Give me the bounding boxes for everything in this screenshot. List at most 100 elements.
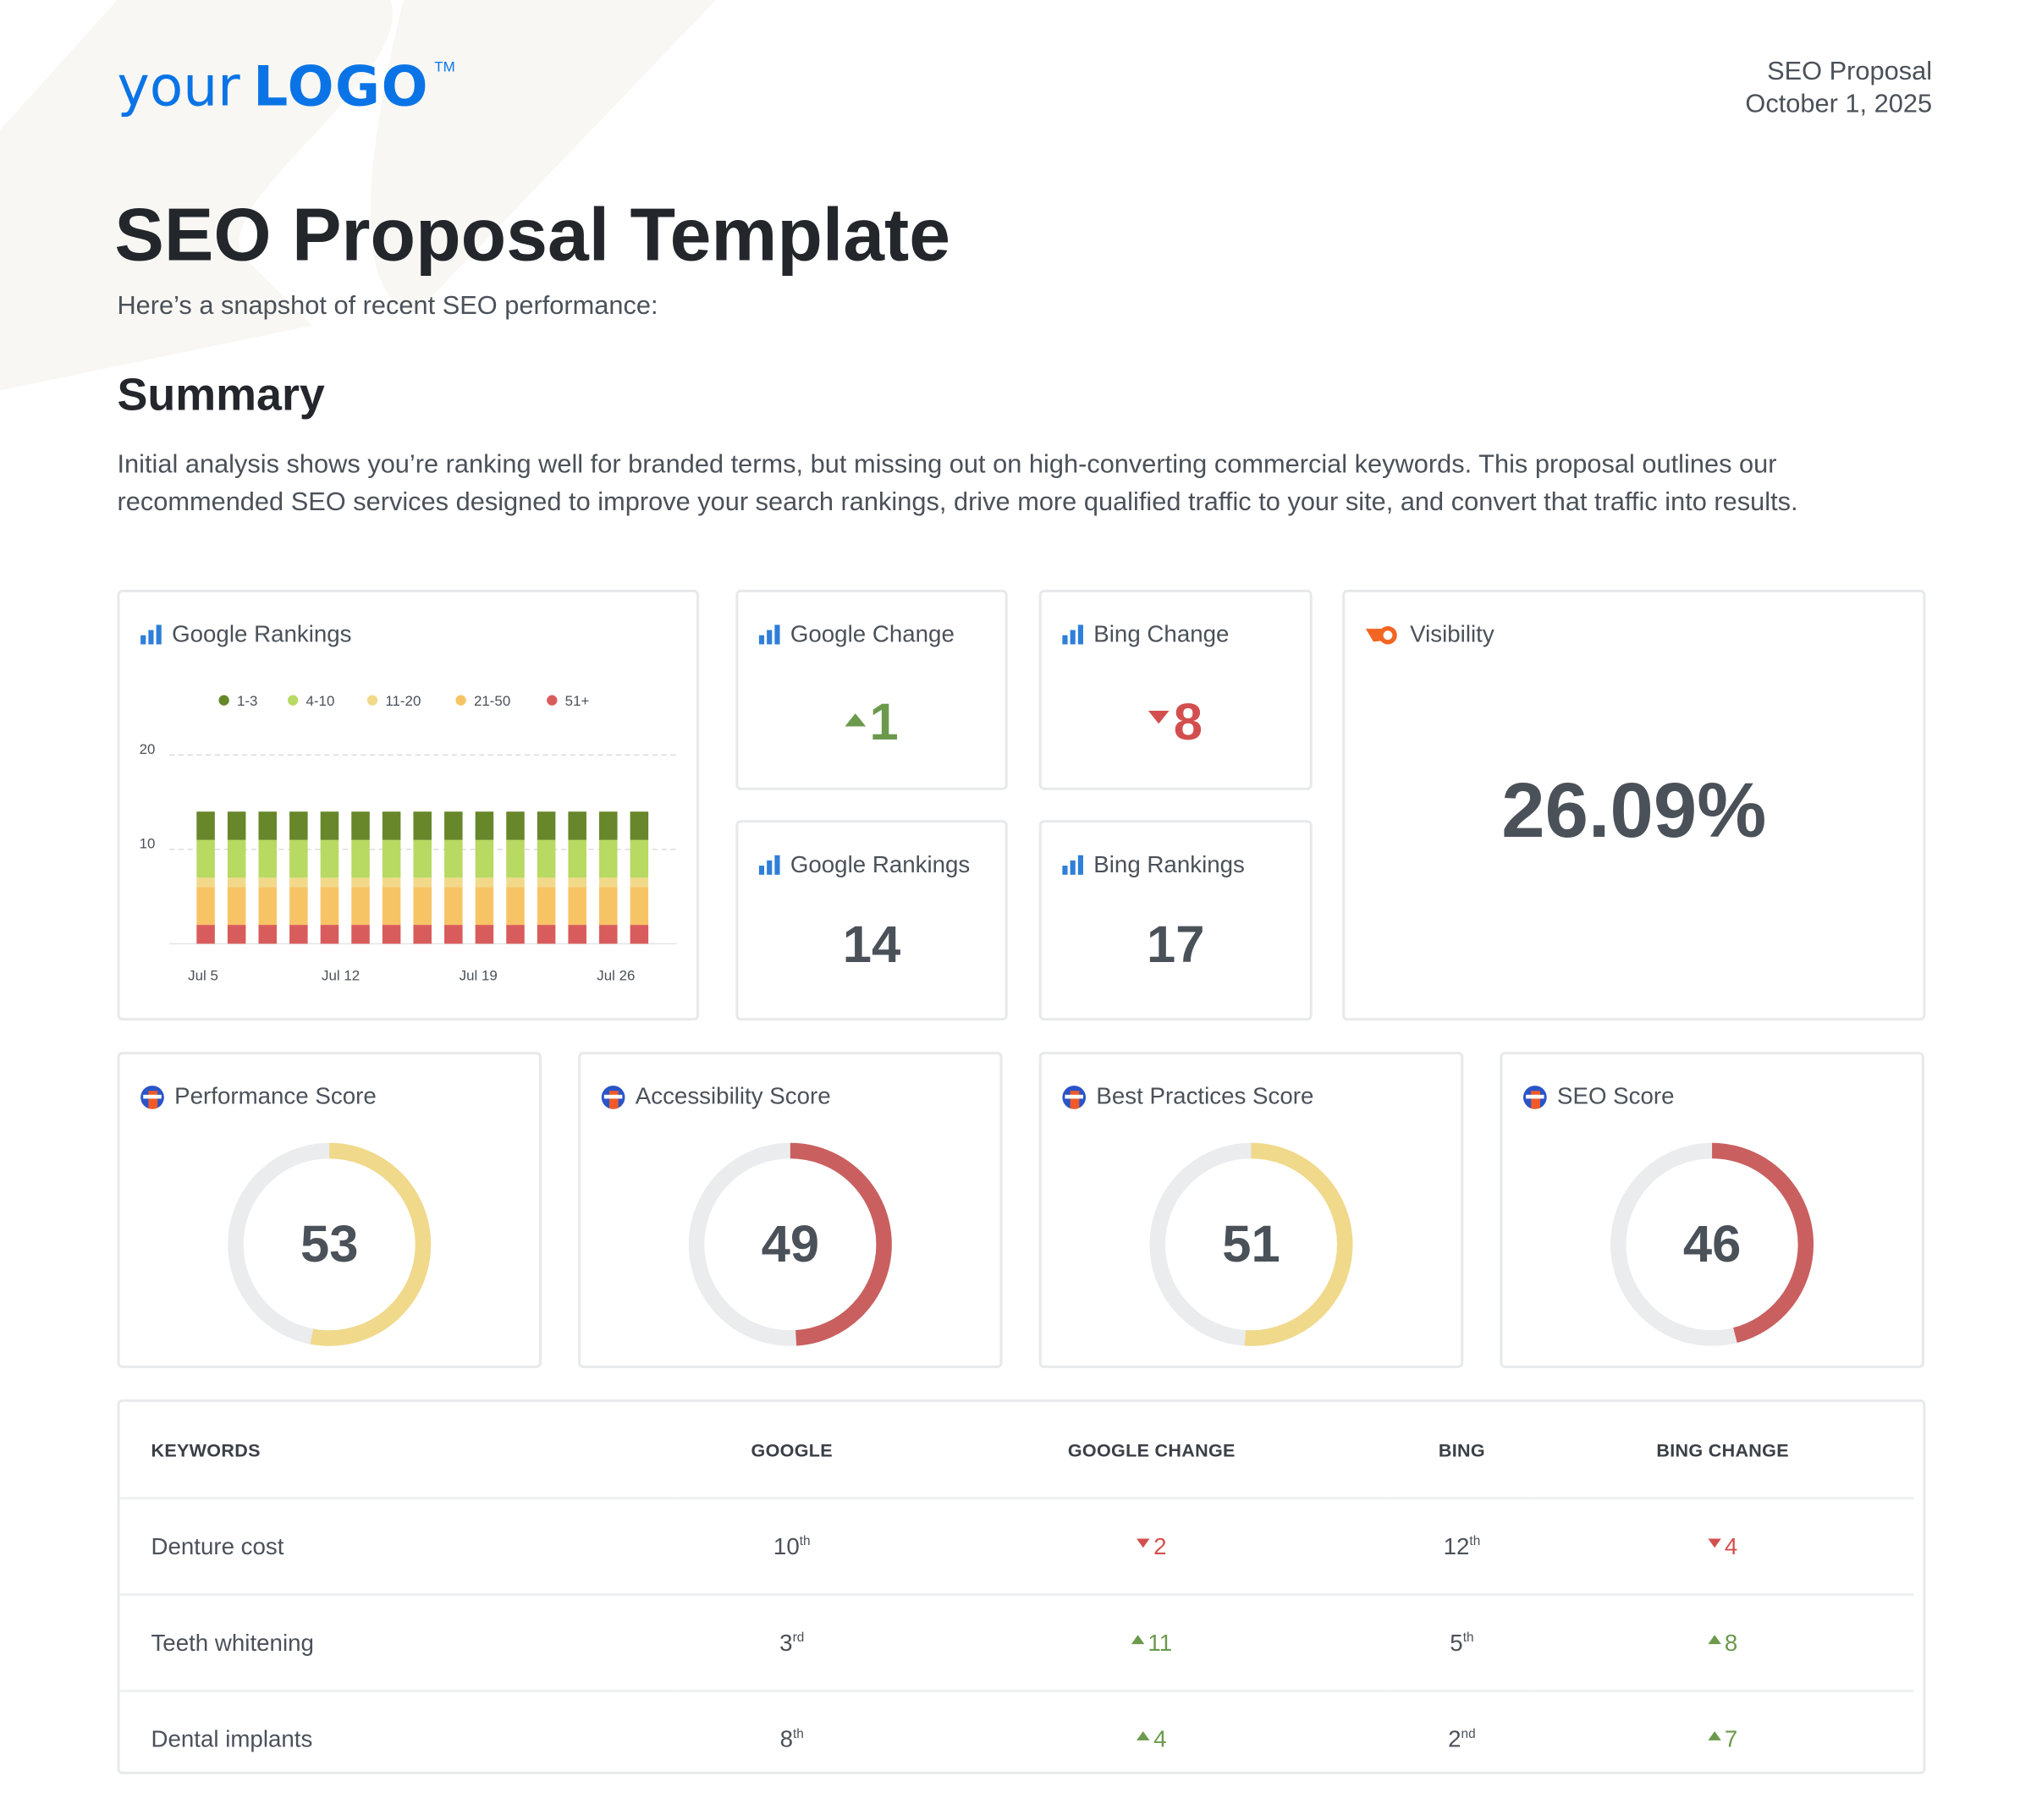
bar-segment-51+ — [537, 925, 556, 944]
bar-segment-21-50 — [537, 887, 556, 926]
google-rankings-value: 14 — [842, 916, 901, 974]
bar-segment-4-10 — [258, 839, 278, 878]
legend-marker — [547, 695, 558, 706]
lighthouse-icon — [601, 1085, 625, 1108]
bar-segment-21-50 — [506, 887, 525, 926]
change-value: 7 — [1724, 1725, 1738, 1751]
rank-suffix: th — [799, 1534, 811, 1548]
logo-text-small: your — [117, 54, 240, 118]
visibility-value: 26.09% — [1501, 767, 1767, 855]
background-swoosh — [0, 0, 717, 391]
value: 8 — [1173, 693, 1203, 751]
bar-segment-11-20 — [289, 877, 308, 888]
bar-segment-51+ — [630, 925, 649, 944]
bar-segment-21-50 — [258, 887, 278, 926]
bar-segment-51+ — [196, 925, 215, 944]
score-gauge — [1610, 1142, 1814, 1346]
y-tick-label: 20 — [140, 741, 156, 757]
card-title: Performance Score — [174, 1082, 377, 1109]
table-row: Teeth whitening 3rd 11 5th 8 — [119, 1593, 1914, 1691]
change-value: 4 — [1724, 1532, 1738, 1559]
legend-label: 51+ — [565, 693, 590, 709]
summary-heading: Summary — [117, 369, 325, 421]
bing-rank-cell: 12th — [1392, 1497, 1532, 1595]
google-rankings-chart-card: Google Rankings 1-3 4-10 11-20 21-50 51+ 10 20… — [117, 589, 700, 1021]
rank: 8 — [779, 1725, 794, 1751]
bing-rankings-value: 17 — [1146, 916, 1205, 974]
card-title: Google Rankings — [172, 620, 352, 647]
bar-segment-51+ — [413, 925, 432, 944]
document-meta: SEO Proposal October 1, 2025 — [1745, 56, 1932, 121]
bar-segment-21-50 — [630, 887, 649, 926]
bar-segment-21-50 — [413, 887, 432, 926]
score-value: 46 — [1682, 1215, 1742, 1273]
bar-segment-1-3 — [413, 811, 432, 840]
legend-label: 21-50 — [474, 693, 510, 709]
bar-segment-11-20 — [506, 877, 525, 888]
keyword-cell: Teeth whitening — [119, 1593, 673, 1691]
bar-segment-11-20 — [382, 877, 401, 888]
bar-segment-4-10 — [320, 839, 339, 878]
google-rankings-chart: 1-3 4-10 11-20 21-50 51+ 10 20 Jul 5 Jul 12 Jul 1… — [140, 693, 677, 983]
card-title: Best Practices Score — [1096, 1082, 1314, 1109]
score-card: SEO Score 46 — [1500, 1052, 1924, 1368]
gauge-fill — [1610, 1142, 1814, 1346]
bar-segment-21-50 — [320, 887, 339, 926]
bar-segment-1-3 — [320, 811, 339, 840]
bar-segment-51+ — [568, 925, 586, 944]
rank-suffix: nd — [1461, 1726, 1476, 1741]
legend-marker — [287, 695, 299, 706]
y-tick-label: 10 — [140, 835, 156, 851]
arrow-up-icon — [1707, 1731, 1721, 1741]
rank-suffix: rd — [792, 1630, 805, 1645]
bar-segment-4-10 — [382, 839, 401, 878]
bar-segment-4-10 — [475, 839, 494, 878]
bar-segment-51+ — [506, 925, 525, 944]
bar-segment-21-50 — [351, 887, 370, 926]
bing-change-value: 8 — [1042, 694, 1310, 752]
rank: 2 — [1448, 1725, 1461, 1751]
rank-suffix: th — [793, 1726, 804, 1741]
page-subtitle: Here’s a snapshot of recent SEO performa… — [117, 291, 658, 321]
bar-chart-icon — [758, 855, 780, 875]
score-gauge — [688, 1142, 892, 1346]
legend-marker — [366, 695, 378, 706]
rank: 3 — [779, 1629, 793, 1656]
bar-segment-1-3 — [258, 811, 278, 840]
rank-suffix: th — [1462, 1630, 1474, 1645]
bar-segment-1-3 — [537, 811, 556, 840]
gauge-fill — [1149, 1142, 1353, 1346]
bar-segment-21-50 — [599, 887, 618, 926]
column-header-keywords: KEYWORDS — [151, 1438, 261, 1460]
arrow-down-icon — [1148, 711, 1170, 725]
card-title: SEO Score — [1556, 1082, 1675, 1109]
column-header-bing-change: BING CHANGE — [1656, 1438, 1789, 1460]
google-change-value: 1 — [738, 694, 1004, 752]
keyword-cell: Denture cost — [119, 1497, 673, 1595]
semrush-icon — [1365, 625, 1397, 644]
card-header: Google Rankings — [140, 620, 352, 648]
bing-rankings-card: Bing Rankings 17 — [1038, 820, 1313, 1021]
rank: 5 — [1450, 1629, 1463, 1656]
score-card: Best Practices Score 51 — [1038, 1052, 1464, 1368]
bar-segment-4-10 — [351, 839, 370, 878]
bar-segment-4-10 — [413, 839, 432, 878]
bar-segment-21-50 — [475, 887, 494, 926]
column-header-google-change: GOOGLE CHANGE — [1067, 1438, 1236, 1460]
score-gauge — [1149, 1142, 1353, 1346]
arrow-up-icon — [1707, 1635, 1721, 1645]
card-title: Bing Rankings — [1093, 851, 1245, 877]
arrow-up-icon — [1137, 1731, 1150, 1741]
rank: 10 — [773, 1532, 800, 1559]
bar-segment-51+ — [320, 925, 339, 944]
card-title: Google Rankings — [790, 851, 971, 877]
arrow-up-icon — [1131, 1635, 1144, 1645]
gauge-fill — [228, 1142, 432, 1346]
bar-segment-21-50 — [444, 887, 463, 926]
score-card: Performance Score 53 — [117, 1052, 542, 1368]
arrow-up-icon — [845, 713, 866, 728]
bar-segment-11-20 — [630, 877, 649, 888]
legend-label: 4-10 — [306, 693, 335, 709]
bar-segment-11-20 — [258, 877, 278, 888]
bar-segment-4-10 — [506, 839, 525, 878]
